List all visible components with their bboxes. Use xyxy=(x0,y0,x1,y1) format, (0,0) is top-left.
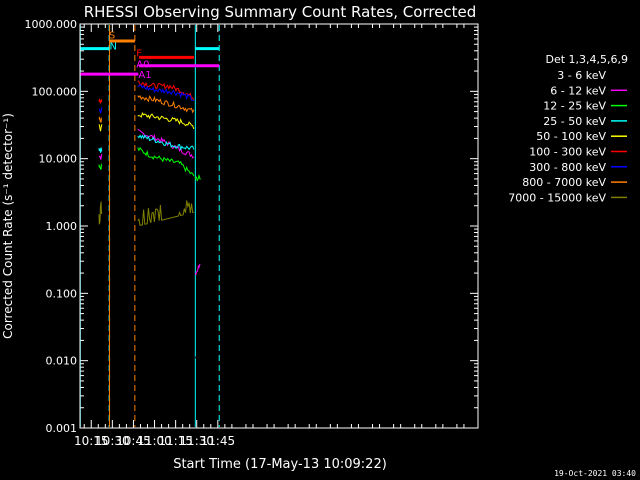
x-tick-label: 11:30 xyxy=(179,434,214,448)
y-tick-label: 0.001 xyxy=(46,422,78,435)
x-tick-label: 10:15 xyxy=(74,434,109,448)
series-line xyxy=(137,94,195,114)
y-tick-label: 1000.000 xyxy=(25,18,78,31)
legend-label: 100 - 300 keV xyxy=(529,146,606,159)
flag-label: A0 xyxy=(136,59,149,70)
series-line xyxy=(137,200,194,227)
series-line xyxy=(98,147,103,153)
plot-frame xyxy=(79,23,479,429)
x-tick-label: 11:00 xyxy=(137,434,172,448)
series-line xyxy=(98,198,103,205)
series-line xyxy=(98,97,103,104)
legend-label: 6 - 12 keV xyxy=(550,84,606,97)
series-line xyxy=(98,163,103,170)
y-tick-label: 100.000 xyxy=(32,85,78,98)
y-tick-label: 0.010 xyxy=(46,355,78,368)
legend-label: 800 - 7000 keV xyxy=(522,176,606,189)
y-tick-label: 10.000 xyxy=(39,153,78,166)
x-tick-label: 10:30 xyxy=(95,434,130,448)
series-line xyxy=(98,201,103,225)
series-line xyxy=(137,134,195,151)
series-line xyxy=(194,353,201,360)
legend-label: 25 - 50 keV xyxy=(543,115,606,128)
flag-label: A1 xyxy=(138,70,151,81)
series-line xyxy=(194,263,201,276)
legend-title: Det 1,3,4,5,6,9 xyxy=(545,53,628,66)
legend: Det 1,3,4,5,6,9 3 - 6 keV 6 - 12 keV 12 - … xyxy=(508,53,628,204)
x-tick-label: 10:45 xyxy=(116,434,151,448)
series-lines xyxy=(98,80,201,360)
legend-label: 300 - 800 keV xyxy=(529,161,606,174)
footer-date: 19-Oct-2021 03:40 xyxy=(554,469,636,478)
flag-label: N xyxy=(110,41,117,52)
x-tick-label: 11:45 xyxy=(201,434,236,448)
series-line xyxy=(137,178,195,211)
series-line xyxy=(98,107,103,115)
series-line xyxy=(137,129,195,159)
legend-label: 50 - 100 keV xyxy=(536,130,606,143)
y-axis-label: Corrected Count Rate (s⁻¹ detector⁻¹) xyxy=(1,113,15,339)
y-tick-label: 0.100 xyxy=(46,287,78,300)
flag-label: F xyxy=(136,48,142,59)
series-line xyxy=(98,124,103,132)
x-tick-label: 11:15 xyxy=(158,434,193,448)
flag-label: S xyxy=(109,30,115,41)
series-line xyxy=(137,111,195,130)
series-line xyxy=(194,173,201,182)
legend-label: 12 - 25 keV xyxy=(543,100,606,113)
legend-label: 7000 - 15000 keV xyxy=(508,191,606,204)
series-line xyxy=(137,83,194,101)
legend-label: 3 - 6 keV xyxy=(557,69,606,82)
y-tick-label: 1.000 xyxy=(46,220,78,233)
series-line xyxy=(98,116,103,123)
chart-title: RHESSI Observing Summary Count Rates, Co… xyxy=(84,3,477,21)
series-line xyxy=(137,146,195,177)
series-line xyxy=(98,153,103,160)
x-axis-label: Start Time (17-May-13 10:09:22) xyxy=(173,457,387,472)
